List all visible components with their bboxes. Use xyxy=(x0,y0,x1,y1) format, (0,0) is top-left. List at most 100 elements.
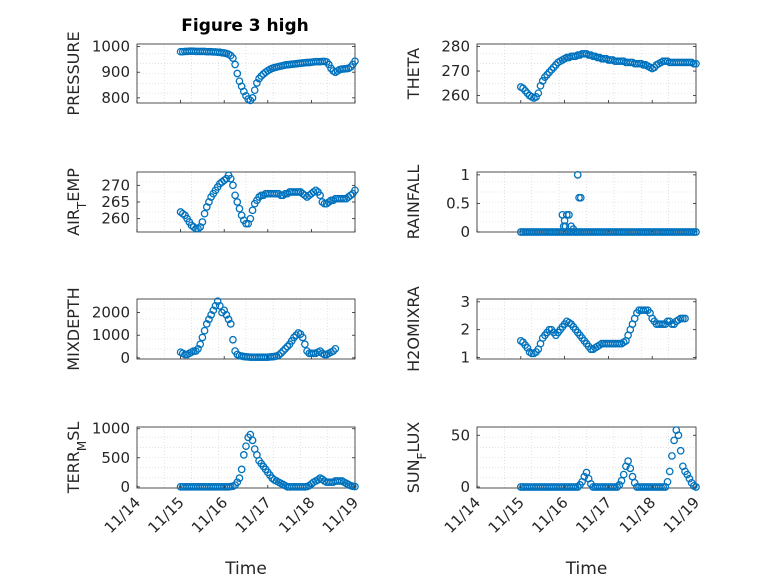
panel-7-point xyxy=(611,483,619,491)
panel-7-ytick-label: 0 xyxy=(460,478,470,496)
panel-7-xtick-label: 11/19 xyxy=(660,494,703,537)
panel-4-point xyxy=(277,349,285,358)
panel-7-point xyxy=(580,472,589,481)
panel-4-ytick-label: 1000 xyxy=(92,326,130,344)
panel-4-point xyxy=(198,333,207,342)
panel-0-point xyxy=(248,94,257,102)
panel-2-point xyxy=(311,186,320,195)
panel-5-ytick-label: 2 xyxy=(460,321,470,339)
panel-0-point xyxy=(233,69,242,78)
panel-6-ylabel: TERRMSL xyxy=(64,422,89,495)
panel-2-point xyxy=(346,191,355,200)
panel-4-point xyxy=(309,349,318,358)
panel-4-point xyxy=(331,344,340,353)
panel-6-ytick-label: 0 xyxy=(120,478,130,496)
panel-2-ytick-label: 260 xyxy=(101,210,130,228)
panel-1-point xyxy=(639,61,648,69)
panel-2-point xyxy=(229,181,237,190)
panel-0-ytick-label: 900 xyxy=(101,63,130,81)
panel-2-point xyxy=(324,198,333,206)
panel-2-point xyxy=(192,224,200,233)
panel-1-ytick-label: 270 xyxy=(441,62,470,80)
panel-7-point xyxy=(619,470,628,479)
panel-3-ytick-label: 1 xyxy=(460,166,470,184)
panel-2-point xyxy=(178,209,187,218)
panel-6-xtick-label: 11/14 xyxy=(101,494,144,537)
panel-6-point xyxy=(235,474,244,482)
panel-3-point xyxy=(562,211,571,219)
panel-3-axes-box xyxy=(476,171,697,233)
panel-4-point xyxy=(189,347,198,355)
panel-3-point xyxy=(573,171,582,179)
panel-4: 0 1000 2000 MIXDEPTH xyxy=(64,287,356,371)
panel-1-ytick-label: 260 xyxy=(441,87,470,105)
panel-5-point xyxy=(615,339,624,348)
panel-4-point xyxy=(196,340,205,349)
panel-5: 1 2 3 H2OMIXRA xyxy=(404,286,697,372)
panel-4-point xyxy=(205,315,213,324)
panel-5-point xyxy=(681,314,689,323)
panel-4-point xyxy=(281,344,290,353)
panel-2-point xyxy=(294,188,303,196)
panel-1-ylabel: THETA xyxy=(404,48,423,100)
panel-4-point xyxy=(220,306,229,315)
panel-6-xtick-label: 11/16 xyxy=(188,494,231,537)
panel-0-point xyxy=(250,86,259,95)
panel-3-point xyxy=(561,222,570,231)
panel-7-point xyxy=(613,483,622,491)
panel-4-point xyxy=(224,315,233,324)
panel-2-point xyxy=(226,174,235,183)
panel-4-point xyxy=(222,310,231,319)
panel-1: 260 270 280 THETA xyxy=(404,37,700,105)
panel-3-point xyxy=(692,228,700,236)
panel-4-point xyxy=(329,347,338,355)
panel-0-point xyxy=(253,79,261,87)
panel-7-point xyxy=(630,478,639,487)
panel-2-point xyxy=(242,219,250,228)
panel-7-point xyxy=(676,446,685,455)
panel-0-point xyxy=(231,60,239,69)
panel-4-point xyxy=(194,344,202,353)
panel-4-point xyxy=(202,320,211,328)
panel-4-point xyxy=(303,347,311,355)
panel-7-point xyxy=(685,474,694,483)
panel-4-point xyxy=(192,347,200,355)
panel-7-point xyxy=(569,483,578,491)
panel-7-point xyxy=(665,467,674,476)
panel-4-point xyxy=(292,331,300,340)
panel-5-ylabel: H2OMIXRA xyxy=(404,286,423,372)
panel-6-point xyxy=(239,451,248,459)
panel-4-point xyxy=(181,350,189,359)
panel-0-ylabel: PRESSURE xyxy=(64,31,83,115)
panel-2-point xyxy=(316,191,324,200)
panel-4-point xyxy=(279,347,287,355)
panel-0-ytick-label: 1000 xyxy=(92,38,130,56)
panel-4-ytick-label: 0 xyxy=(120,349,130,367)
panel-2-point xyxy=(235,204,244,213)
panel-0: 800 900 1000 PRESSURE xyxy=(64,31,359,116)
panel-3-point xyxy=(689,228,698,236)
panel-3-ylabel: RAINFALL xyxy=(404,165,423,240)
panel-4-ylabel: MIXDEPTH xyxy=(64,287,83,370)
panel-3: 0 0.5 1 RAINFALL xyxy=(404,165,700,241)
panel-2-point xyxy=(320,199,329,208)
panel-4-point xyxy=(320,350,329,359)
panel-7-point xyxy=(659,483,668,491)
panel-1-point xyxy=(534,89,543,98)
panel-7-point xyxy=(670,436,678,445)
panel-5-point xyxy=(676,314,685,323)
panel-0-axes-box xyxy=(136,43,356,104)
panel-7-point xyxy=(608,483,617,491)
panel-2-ytick-label: 265 xyxy=(101,193,130,211)
panel-5-ytick-label: 1 xyxy=(460,349,470,367)
panel-3-point xyxy=(565,211,573,219)
panel-5-point xyxy=(657,320,665,328)
panel-5-point xyxy=(523,343,532,352)
panel-7-xtick-label: 11/18 xyxy=(616,494,659,537)
panel-2-point xyxy=(198,218,207,226)
panel-5-point xyxy=(587,345,595,354)
panel-5-point xyxy=(527,349,536,358)
